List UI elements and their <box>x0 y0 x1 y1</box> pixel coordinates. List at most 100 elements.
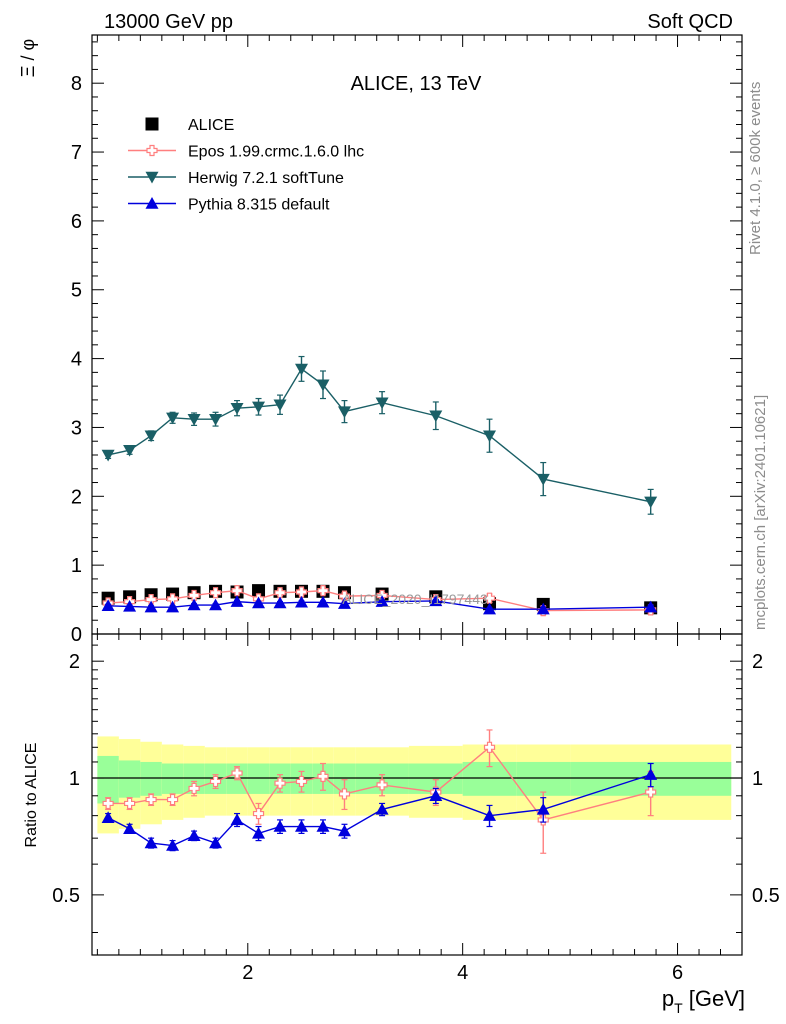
main-herwig-point <box>316 379 330 392</box>
main-pythia-point <box>187 598 201 611</box>
main-pythia-point <box>273 596 287 609</box>
ratio-panel: 0.5 0.5 1 1 2 2 2 4 6 Ratio to ALICE pT [GeV] <box>23 633 780 1016</box>
header-left: 13000 GeV pp <box>104 11 233 33</box>
main-herwig-point <box>429 410 443 423</box>
main-herwig-point <box>644 496 658 509</box>
x-axis-label: pT [GeV] <box>662 986 745 1016</box>
main-herwig-point <box>101 449 115 462</box>
ratio-pythia-point <box>483 809 497 821</box>
main-herwig-point <box>230 402 244 415</box>
ratio-epos-point <box>338 788 351 800</box>
main-panel: 0 1 2 3 4 5 6 7 8 ALICE, 13 TeV Ξ / φ ALICE_2020… <box>18 34 743 646</box>
main-herwig-point <box>295 363 309 376</box>
main-plot-title: ALICE, 13 TeV <box>351 73 482 95</box>
ratio-epos-point <box>376 779 388 791</box>
main-epos-point <box>188 589 200 602</box>
ratio-epos-point <box>252 807 265 820</box>
ratio-band-inner <box>462 761 517 796</box>
legend-herwig-label: Herwig 7.2.1 softTune <box>188 170 344 187</box>
ratio-band-inner <box>140 761 162 796</box>
ratio-epos-point <box>295 775 308 788</box>
ratio-pythia-point <box>123 822 137 834</box>
legend-epos-label: Epos 1.99.crmc.1.6.0 lhc <box>188 144 364 161</box>
main-herwig-point <box>144 430 158 443</box>
analysis-watermark: ALICE_2020_I1797443 <box>342 591 488 607</box>
ratio-y-tick-label: 2 <box>69 651 80 673</box>
ratio-pythia-point <box>101 811 115 823</box>
main-axis-ticks: 0 1 2 3 4 5 6 7 8 <box>71 35 742 646</box>
main-pythia-point <box>123 599 137 612</box>
ratio-epos-point <box>231 767 243 779</box>
main-pythia-point <box>644 600 658 613</box>
main-herwig-point <box>252 401 266 414</box>
main-y-tick-label: 2 <box>71 486 82 508</box>
main-herwig-point <box>337 406 351 419</box>
main-plot-marks <box>101 355 658 617</box>
main-epos-point <box>295 586 308 598</box>
main-epos-point <box>317 585 329 597</box>
rivet-version-text: Rivet 4.1.0, ≥ 600k events <box>747 82 764 255</box>
main-herwig-point <box>187 413 201 426</box>
legend-epos-marker <box>146 144 158 157</box>
main-pythia-point <box>144 600 158 613</box>
ratio-pythia-point <box>644 768 658 780</box>
main-herwig-line <box>107 367 651 503</box>
main-pythia-point <box>375 595 389 607</box>
ratio-uncertainty-bands <box>92 736 742 834</box>
main-y-tick-label: 4 <box>71 349 82 371</box>
ratio-pythia-point <box>273 820 287 832</box>
ratio-pythia-point <box>295 820 309 832</box>
ratio-pythia-point <box>144 836 158 849</box>
header-right: Soft QCD <box>647 11 733 33</box>
main-y-tick-label: 5 <box>71 280 82 302</box>
ratio-epos-point <box>317 770 329 782</box>
main-herwig-point <box>123 444 137 457</box>
ratio-pythia-point <box>209 836 223 849</box>
legend: ALICE Epos 1.99.crmc.1.6.0 lhc Herwig 7.2.… <box>128 117 364 214</box>
x-tick-label: 4 <box>457 962 468 984</box>
ratio-band-inner <box>333 763 356 794</box>
main-alice-point <box>252 584 266 598</box>
main-y-tick-label: 6 <box>71 211 82 233</box>
ratio-band-inner <box>247 763 270 794</box>
ratio-epos-point <box>483 741 496 753</box>
legend-alice-label: ALICE <box>188 117 234 134</box>
ratio-band-inner <box>118 760 141 798</box>
ratio-epos-point <box>124 797 136 810</box>
ratio-pythia-point <box>166 839 180 851</box>
main-pythia-point <box>252 596 266 609</box>
main-pythia-point <box>337 597 351 609</box>
main-pythia-point <box>230 595 244 607</box>
main-herwig-point <box>536 473 550 486</box>
main-y-tick-label: 1 <box>71 555 82 577</box>
x-tick-label: 6 <box>672 962 683 984</box>
ratio-y-axis-label: Ratio to ALICE <box>23 743 40 848</box>
main-epos-point <box>483 592 496 604</box>
main-y-tick-label: 7 <box>71 142 82 164</box>
main-epos-point <box>231 585 243 597</box>
main-y-tick-label: 3 <box>71 417 82 439</box>
ratio-y-tick-label: 1 <box>69 768 80 790</box>
ratio-epos-point <box>166 793 179 806</box>
main-epos-point <box>166 593 179 605</box>
ratio-epos-point <box>645 786 657 798</box>
legend-herwig-marker <box>145 171 159 184</box>
main-pythia-point <box>166 600 180 613</box>
ratio-pythia-point <box>252 826 266 839</box>
legend-pythia-label: Pythia 8.315 default <box>188 197 330 214</box>
ratio-band-inner <box>97 755 119 804</box>
main-herwig-point <box>273 399 287 412</box>
ratio-epos-point <box>274 777 286 789</box>
main-pythia-point <box>316 595 330 608</box>
ratio-pythia-point <box>187 829 201 841</box>
ratio-y-tick-label-right: 0.5 <box>752 885 780 907</box>
ratio-epos-point <box>209 775 222 788</box>
main-herwig-point <box>483 430 497 443</box>
ratio-y-tick-label-right: 2 <box>752 651 763 673</box>
ratio-y-tick-label-right: 1 <box>752 768 763 790</box>
legend-pythia-marker <box>145 197 159 209</box>
ratio-axis-ticks: 0.5 0.5 1 1 2 2 2 4 6 <box>52 634 780 984</box>
ratio-y-tick-label: 0.5 <box>52 885 80 907</box>
main-pythia-point <box>483 602 497 615</box>
